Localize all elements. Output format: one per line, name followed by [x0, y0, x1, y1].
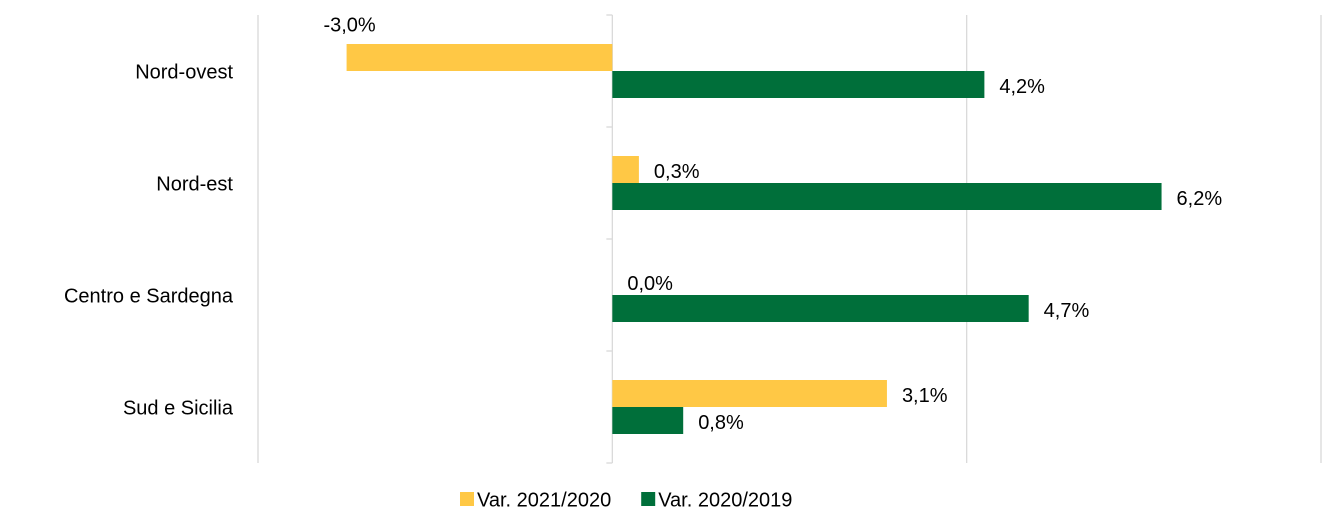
y-tick-label: Nord-ovest	[135, 61, 233, 83]
legend-swatch	[460, 492, 474, 506]
legend-label: Var. 2021/2020	[477, 489, 611, 511]
bar	[612, 183, 1162, 210]
data-label: 6,2%	[1177, 188, 1223, 210]
bar	[612, 71, 985, 98]
data-label: -3,0%	[323, 14, 375, 36]
y-tick-label: Centro e Sardegna	[64, 285, 234, 307]
data-label: 4,2%	[999, 76, 1045, 98]
bar	[612, 295, 1029, 322]
data-label: 3,1%	[902, 385, 948, 407]
bar	[612, 407, 684, 434]
bar	[612, 380, 887, 407]
legend-label: Var. 2020/2019	[658, 489, 792, 511]
bar	[346, 44, 613, 71]
data-label: 0,8%	[698, 412, 744, 434]
data-label: 0,3%	[654, 161, 700, 183]
bar	[612, 156, 639, 183]
data-label: 0,0%	[627, 273, 673, 295]
y-tick-label: Sud e Sicilia	[123, 397, 234, 419]
data-label: 4,7%	[1044, 300, 1090, 322]
y-tick-label: Nord-est	[156, 173, 233, 195]
legend-swatch	[641, 492, 656, 506]
